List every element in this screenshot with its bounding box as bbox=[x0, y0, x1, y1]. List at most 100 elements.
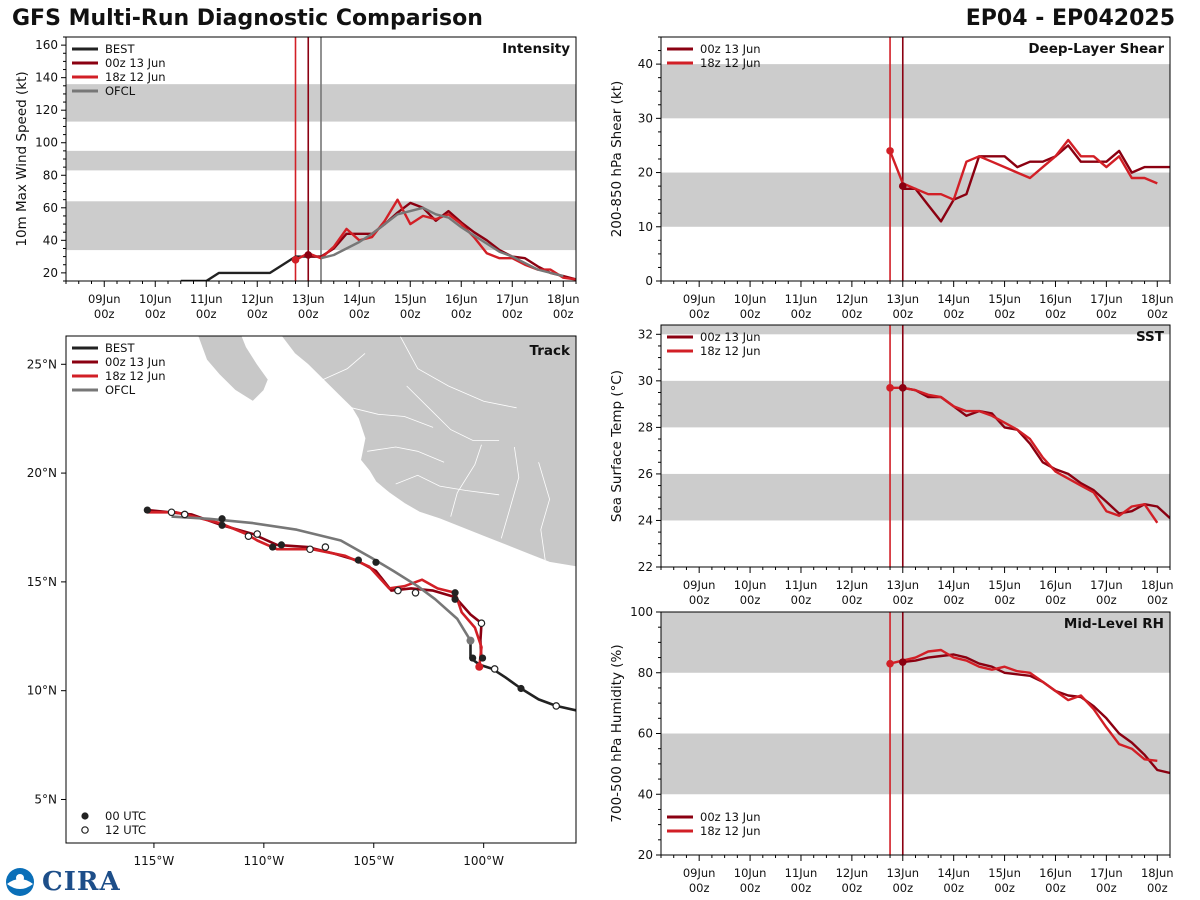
sst-ytick-label-0: 22 bbox=[638, 560, 653, 574]
rh-xtick-label-4: 13Jun bbox=[886, 866, 919, 880]
cira-logo-text: CIRA bbox=[42, 867, 121, 897]
state-border-8 bbox=[399, 336, 517, 409]
sst-legend-label-run18: 18z 12 Jun bbox=[700, 344, 761, 358]
shear-ytick-label-0: 0 bbox=[645, 274, 653, 288]
shear-xtick-label-1: 10Jun bbox=[734, 292, 767, 306]
intensity-xtick-sublabel-4: 00z bbox=[298, 307, 319, 321]
shear-xtick-sublabel-8: 00z bbox=[1096, 307, 1117, 321]
intensity-xtick-sublabel-3: 00z bbox=[247, 307, 268, 321]
track-series-best bbox=[469, 640, 576, 712]
intensity-xtick-label-1: 10Jun bbox=[139, 292, 172, 306]
shear-xtick-label-8: 17Jun bbox=[1090, 292, 1123, 306]
intensity-ytick-label-3: 80 bbox=[43, 168, 58, 182]
track-dot-12utc-4 bbox=[394, 586, 402, 595]
rh-ytick-label-1: 40 bbox=[638, 787, 653, 801]
sst-ytick-label-3: 28 bbox=[638, 420, 653, 434]
state-border-0 bbox=[351, 407, 434, 428]
shear-xtick-sublabel-0: 00z bbox=[689, 307, 710, 321]
intensity-legend-label-run18: 18z 12 Jun bbox=[105, 70, 166, 84]
shear-xtick-label-5: 14Jun bbox=[937, 292, 970, 306]
state-border-5 bbox=[323, 353, 366, 380]
track-dot-00utc-10 bbox=[218, 521, 226, 529]
intensity-ytick-label-6: 140 bbox=[35, 71, 58, 85]
state-border-1 bbox=[367, 446, 445, 463]
intensity-xtick-sublabel-6: 00z bbox=[400, 307, 421, 321]
sst-xtick-label-6: 15Jun bbox=[988, 578, 1021, 592]
shear-ytick-label-2: 20 bbox=[638, 166, 653, 180]
sst-ylabel: Sea Surface Temp (°C) bbox=[609, 370, 625, 522]
rh-title: Mid-Level RH bbox=[1064, 616, 1164, 632]
rh-xtick-sublabel-3: 00z bbox=[842, 881, 863, 895]
track-ytick-label-2: 15°N bbox=[27, 575, 57, 589]
track-dot-00utc-6 bbox=[354, 556, 362, 564]
track-dot-12utc-8 bbox=[244, 532, 253, 540]
track-xtick-label-0: 115°W bbox=[134, 854, 175, 868]
intensity-plot-area bbox=[66, 37, 576, 281]
intensity-xtick-label-4: 13Jun bbox=[292, 292, 325, 306]
intensity-xtick-label-7: 16Jun bbox=[445, 292, 478, 306]
intensity-xtick-label-6: 15Jun bbox=[394, 292, 427, 306]
rh-ytick-label-0: 20 bbox=[638, 848, 653, 862]
rh-init-marker-1 bbox=[898, 658, 907, 666]
sst-band-2 bbox=[661, 325, 1170, 335]
track-dot-00utc-7 bbox=[277, 541, 286, 549]
sst-panel: 22242628303209Jun00z10Jun00z11Jun00z12Ju… bbox=[609, 324, 1174, 607]
track-ytick-label-1: 10°N bbox=[27, 684, 57, 698]
sst-xtick-label-2: 11Jun bbox=[785, 578, 818, 592]
shear-legend-label-run00: 00z 13 Jun bbox=[700, 42, 761, 56]
rh-xtick-label-3: 12Jun bbox=[836, 866, 869, 880]
cira-logo: CIRA bbox=[4, 866, 121, 898]
sst-xtick-sublabel-3: 00z bbox=[842, 593, 863, 607]
intensity-xtick-sublabel-1: 00z bbox=[145, 307, 166, 321]
sst-xtick-sublabel-9: 00z bbox=[1147, 593, 1168, 607]
shear-title: Deep-Layer Shear bbox=[1028, 41, 1164, 57]
track-legend-12utc-dot bbox=[81, 826, 89, 834]
sst-init-marker-0 bbox=[886, 384, 894, 392]
rh-ylabel: 700-500 hPa Humidity (%) bbox=[609, 644, 625, 822]
track-end-marker-1 bbox=[466, 636, 475, 645]
intensity-legend-label-ofcl: OFCL bbox=[105, 84, 136, 98]
sst-xtick-label-3: 12Jun bbox=[836, 578, 869, 592]
shear-init-marker-1 bbox=[898, 182, 907, 190]
track-dot-12utc-9 bbox=[180, 510, 189, 519]
track-dot-00utc-4 bbox=[451, 589, 459, 597]
track-legend-00utc-label: 00 UTC bbox=[105, 809, 146, 823]
intensity-panel: 2040608010012014016009Jun00z10Jun00z11Ju… bbox=[14, 36, 580, 321]
rh-init-marker-0 bbox=[886, 659, 894, 668]
shear-xtick-sublabel-5: 00z bbox=[943, 307, 964, 321]
rh-series-run18 bbox=[889, 648, 1158, 762]
rh-xtick-sublabel-0: 00z bbox=[689, 881, 710, 895]
track-xtick-label-3: 100°W bbox=[463, 854, 504, 868]
noaa-logo-icon bbox=[6, 868, 34, 896]
rh-band-1 bbox=[661, 612, 1170, 673]
intensity-ytick-label-0: 20 bbox=[43, 266, 58, 280]
intensity-ytick-label-1: 40 bbox=[43, 233, 58, 247]
rh-xtick-sublabel-5: 00z bbox=[943, 881, 964, 895]
rh-xtick-label-2: 11Jun bbox=[785, 866, 818, 880]
sst-xtick-sublabel-8: 00z bbox=[1096, 593, 1117, 607]
rh-series-run00 bbox=[902, 653, 1170, 775]
track-dot-12utc-10 bbox=[167, 508, 176, 517]
shear-plot-area bbox=[661, 37, 1170, 281]
intensity-xtick-sublabel-2: 00z bbox=[196, 307, 217, 321]
track-dot-12utc-0 bbox=[552, 702, 561, 710]
sst-ytick-label-2: 26 bbox=[638, 467, 653, 481]
shear-ylabel: 200-850 hPa Shear (kt) bbox=[609, 81, 625, 238]
track-ytick-label-0: 5°N bbox=[34, 792, 57, 806]
sst-ytick-label-5: 32 bbox=[638, 327, 653, 341]
track-dot-00utc-2 bbox=[478, 654, 487, 662]
rh-xtick-label-7: 16Jun bbox=[1039, 866, 1072, 880]
sst-legend-label-run00: 00z 13 Jun bbox=[700, 330, 761, 344]
shear-xtick-sublabel-2: 00z bbox=[791, 307, 812, 321]
track-dot-12utc-5 bbox=[321, 543, 330, 551]
mexico-landmass bbox=[280, 336, 576, 568]
shear-init-marker-0 bbox=[886, 147, 894, 155]
intensity-xtick-sublabel-0: 00z bbox=[94, 307, 115, 321]
sst-ytick-label-1: 24 bbox=[638, 513, 653, 527]
sst-xtick-label-9: 18Jun bbox=[1141, 578, 1174, 592]
sst-xtick-sublabel-6: 00z bbox=[994, 593, 1015, 607]
sst-band-1 bbox=[661, 380, 1170, 428]
baja-landmass bbox=[197, 336, 269, 402]
shear-series-run00 bbox=[902, 144, 1170, 223]
